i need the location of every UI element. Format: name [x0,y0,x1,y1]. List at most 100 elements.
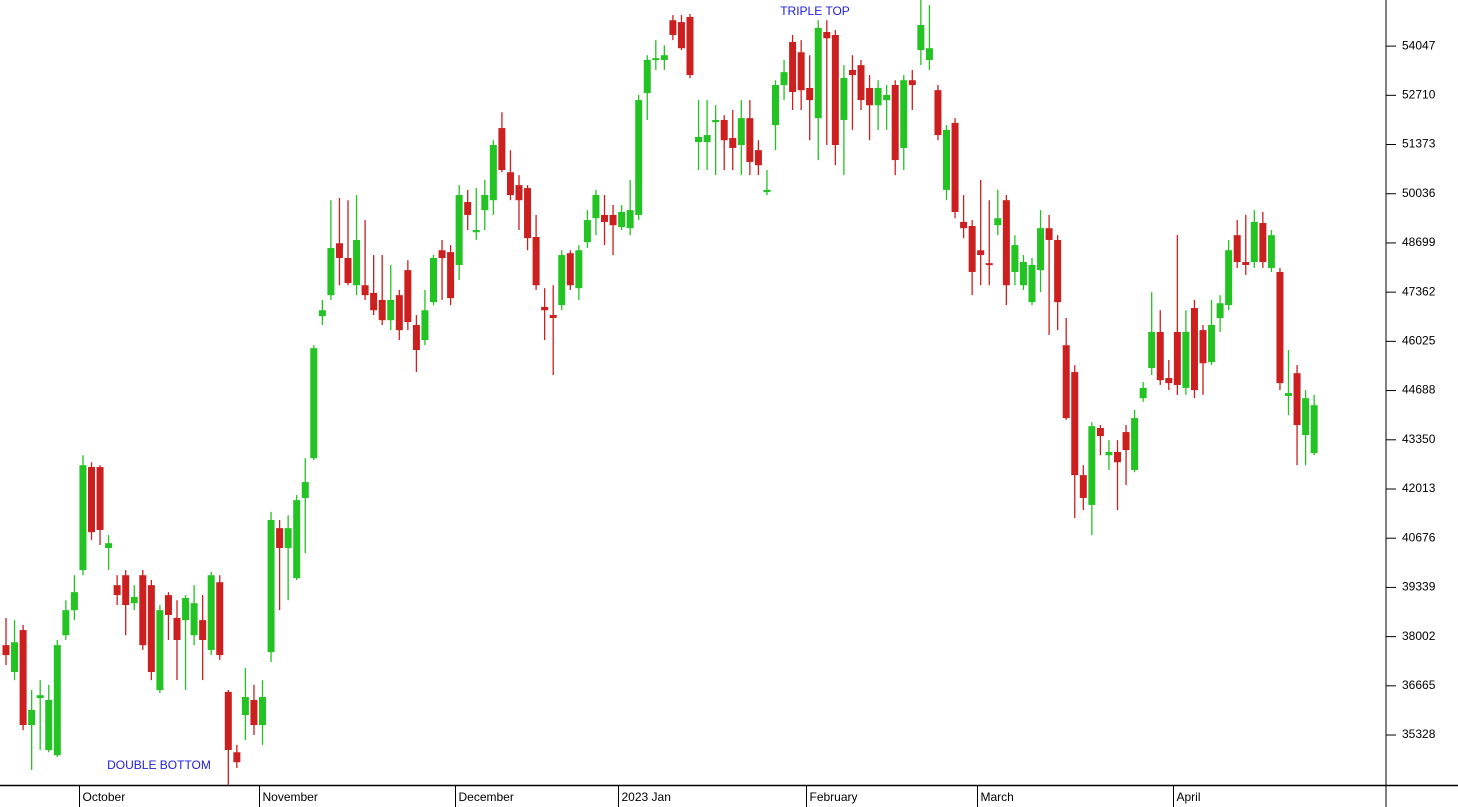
candle-body [840,78,848,120]
candle-body [438,250,446,258]
candle-body [652,58,660,61]
candle-body [327,248,335,296]
candle-body [464,202,472,215]
candle-body [173,617,181,640]
candle-body [224,691,232,751]
candle-body [122,575,130,606]
y-tick-label: 38002 [1402,629,1436,643]
candle-body [506,172,514,196]
y-tick-label: 39339 [1402,580,1436,594]
y-tick-label: 47362 [1402,284,1436,298]
candle-body [1285,393,1292,396]
candle-body [404,270,412,323]
candle-body [806,87,814,101]
candle-body [626,210,634,229]
candle-body [1216,303,1224,318]
candle-body [883,94,891,101]
candle-body [917,25,925,51]
candle-body [1079,475,1087,498]
candle-body [1250,221,1258,263]
candle-body [1096,428,1104,437]
candle-body [472,230,480,233]
candle-body [28,709,36,726]
candle-body [1071,372,1079,476]
candle-body [1045,228,1053,240]
candle-body [421,310,429,341]
candle-body [45,699,53,751]
candle-body [481,195,489,211]
candle-body [618,211,626,228]
candle-body [960,221,968,229]
y-tick-label: 51373 [1402,137,1436,151]
candle-body [609,214,617,226]
candle-body [1054,239,1062,303]
candle-body [1139,387,1147,399]
candle-body [712,119,720,123]
candle-body [677,22,685,49]
candle-body [592,195,600,219]
y-tick-label: 36665 [1402,678,1436,692]
candle-body [156,610,164,691]
candle-body [1242,262,1250,265]
candle-body [934,90,942,136]
candle-body [207,575,215,650]
candle-body [635,100,643,215]
candle-body [378,299,386,321]
y-tick-label: 44688 [1402,383,1436,397]
candle-body [1156,331,1164,381]
x-tick-label: 2023 Jan [622,790,671,804]
candle-body [1062,345,1070,419]
y-tick-label: 40676 [1402,530,1436,544]
candle-body [79,465,87,571]
candle-body [977,250,985,256]
candle-body [900,80,908,148]
y-tick-label: 46025 [1402,334,1436,348]
y-tick-label: 52710 [1402,87,1436,101]
candle-body [164,595,172,615]
candle-body [96,467,104,530]
x-tick-label: October [83,790,126,804]
annotation: DOUBLE BOTTOM [107,758,211,772]
candle-body [789,41,797,93]
candle-body [951,122,959,212]
candle-body [720,119,728,141]
candle-body [216,582,224,656]
candle-body [737,118,745,146]
candle-body [1199,330,1207,364]
candle-body [1037,228,1045,271]
candle-body [139,575,147,646]
candle-body [601,214,608,222]
candle-body [1259,223,1267,263]
x-tick-label: November [263,790,318,804]
candle-body [532,237,540,286]
candle-body [1011,245,1019,272]
candle-body [703,135,711,143]
candle-body [489,145,497,201]
candle-body [387,299,395,321]
candle-body [36,695,44,699]
candle-body [1114,451,1121,463]
candle-body [301,482,309,498]
candle-body [985,263,993,266]
candle-body [19,630,27,726]
candle-body [891,85,899,161]
candle-body [908,80,916,86]
candle-body [729,138,737,148]
candle-body [267,520,275,653]
candle-body [70,592,78,611]
candle-body [575,250,583,289]
candle-body [430,257,437,303]
candle-body [310,348,318,459]
candle-body [831,34,839,146]
candle-body [395,295,403,331]
candle-body [754,150,762,166]
candle-body [250,699,258,726]
candle-body [370,292,378,311]
candle-body [823,32,831,39]
candle-body [1233,235,1241,263]
candle-body [558,255,566,306]
candle-body [763,189,771,193]
candle-body [498,128,506,171]
candle-body [1122,432,1130,451]
